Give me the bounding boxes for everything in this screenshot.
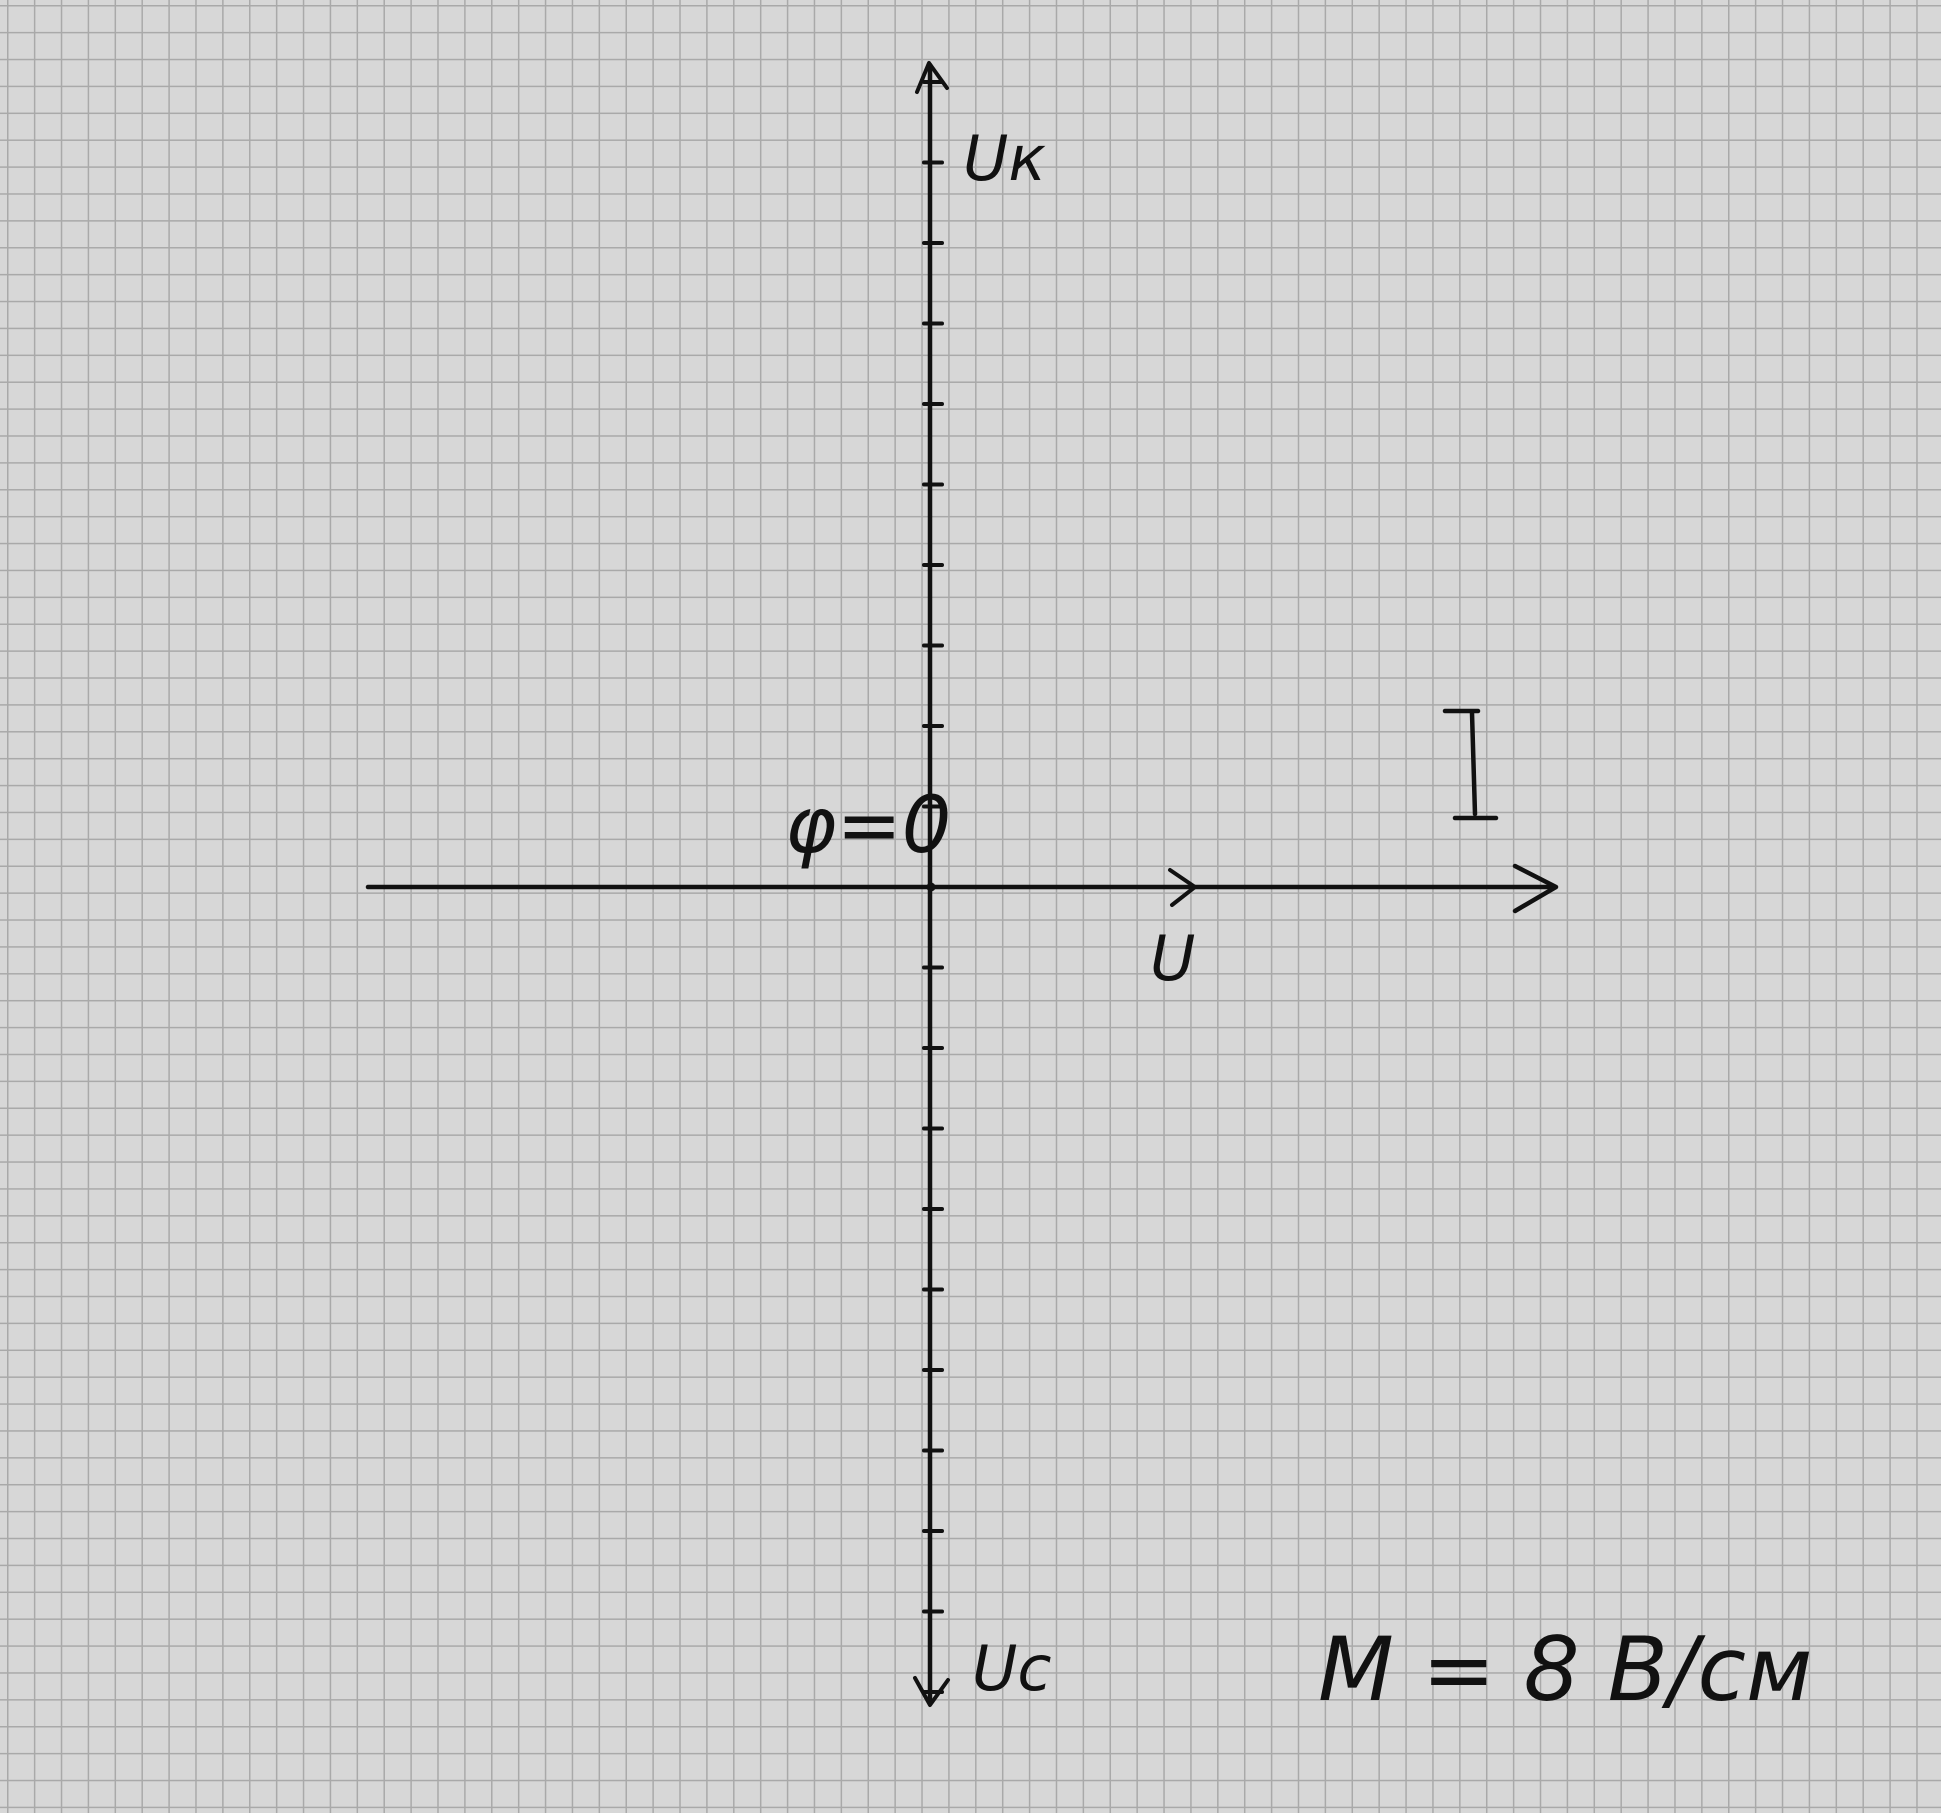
origin-point: [926, 882, 936, 892]
label-u: U: [1150, 922, 1195, 995]
label-u-k: Uк: [963, 122, 1046, 195]
label-phi: φ=0: [785, 781, 951, 871]
voltage-u-arrowhead: [1168, 868, 1197, 907]
label-scale: M = 8 В/см: [1318, 1618, 1812, 1721]
vertical-axis-ticks: [922, 80, 944, 1694]
current-i-symbol: [1442, 708, 1499, 821]
vertical-axis-bottom-arrowhead: [913, 1676, 950, 1707]
vertical-axis-top-arrowhead: [915, 61, 949, 94]
horizontal-axis-arrowhead: [1512, 863, 1559, 914]
label-u-c: Uc: [972, 1632, 1051, 1705]
